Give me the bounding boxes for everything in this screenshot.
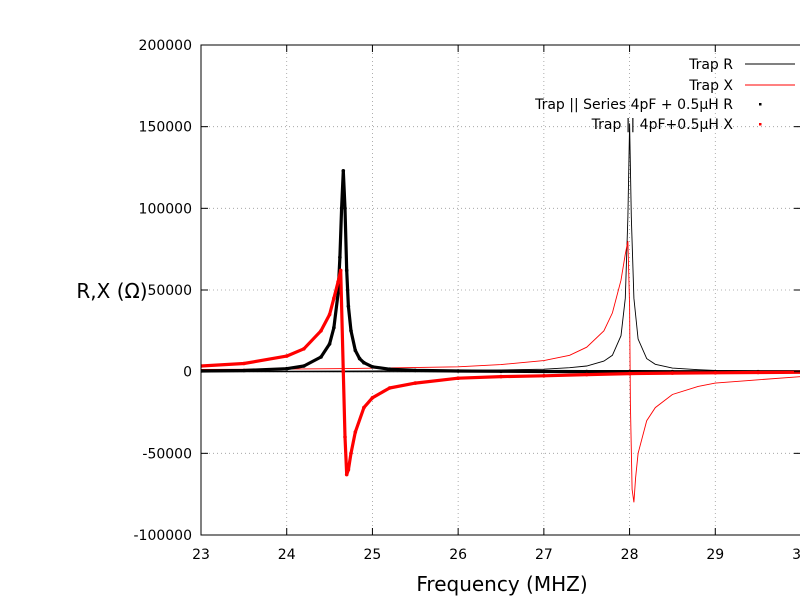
x-tick-label: 25: [364, 547, 382, 563]
data-point: [456, 369, 460, 373]
data-point: [319, 329, 323, 333]
data-point: [336, 291, 340, 296]
y-tick-label: 150000: [139, 120, 192, 136]
data-point: [413, 368, 418, 373]
data-point: [302, 364, 306, 368]
tick-layer: 23 24 25 26 27 28 29 30 -100000 -50000 0 50000 10000…: [134, 38, 800, 563]
data-point: [339, 206, 344, 211]
data-point: [362, 405, 366, 410]
data-point: [284, 366, 289, 371]
data-point: [343, 435, 347, 439]
y-tick-label: 200000: [139, 38, 192, 54]
data-point: [713, 371, 718, 375]
data-point: [670, 371, 675, 375]
data-point: [346, 304, 351, 309]
y-tick-label: -100000: [134, 528, 193, 544]
data-point: [362, 360, 366, 365]
series-trace-trap-series-4pf-0-5-h-r: [201, 169, 800, 374]
data-point: [344, 472, 349, 477]
x-tick-label: 23: [192, 547, 210, 563]
legend-label-trap-r: Trap R: [688, 57, 733, 73]
data-point: [343, 206, 347, 211]
data-point: [370, 396, 375, 400]
data-point: [387, 386, 392, 390]
series-trap-r: [201, 123, 800, 372]
data-point: [346, 467, 351, 472]
x-tick-label: 30: [792, 547, 800, 563]
data-point: [284, 354, 289, 358]
data-point: [242, 361, 246, 366]
legend-label-trap-x: Trap X: [688, 78, 733, 94]
data-point: [327, 342, 332, 346]
x-tick-label: 28: [621, 547, 639, 563]
data-point: [542, 374, 546, 378]
x-tick-label: 24: [278, 547, 296, 563]
x-tick-label: 26: [449, 547, 467, 563]
data-point: [341, 169, 346, 173]
legend-sample-trap-series-4pf-0-5-h-r: [759, 103, 762, 106]
y-axis-title: R,X (Ω): [76, 279, 147, 303]
data-point: [542, 369, 546, 374]
series-trap-4pf-0-5-h-x: [201, 268, 800, 477]
data-point: [341, 369, 346, 374]
data-point: [370, 365, 375, 369]
data-point: [413, 381, 418, 385]
data-point: [338, 268, 343, 273]
data-point: [344, 268, 349, 273]
legend-label-parallel-r: Trap || Series 4pF + 0.5μH R: [534, 97, 733, 113]
x-tick-label: 29: [706, 547, 724, 563]
data-point: [627, 371, 632, 376]
x-axis-title: Frequency (MHZ): [416, 572, 587, 596]
data-point: [242, 368, 246, 373]
series-trace-trap-4pf-0-5-h-x: [201, 268, 800, 477]
data-point: [499, 369, 503, 374]
data-point: [332, 325, 336, 330]
data-point: [319, 355, 323, 359]
data-point: [349, 451, 353, 456]
x-tick-label: 27: [535, 547, 553, 563]
data-point: [332, 296, 336, 301]
data-point: [336, 280, 340, 284]
data-point: [349, 329, 353, 333]
data-point: [387, 367, 392, 372]
data-point: [756, 370, 760, 375]
series-trap-series-4pf-0-5-h-r: [201, 169, 800, 374]
data-point: [499, 374, 503, 379]
data-point: [584, 369, 589, 374]
data-point: [456, 376, 460, 381]
y-tick-label: -50000: [142, 446, 192, 462]
legend-sample-trap-4pf-0-5-h-x: [759, 123, 762, 126]
data-point: [357, 356, 362, 361]
series-trap-x: [201, 240, 800, 503]
y-tick-label: 0: [183, 365, 192, 381]
data-point: [338, 255, 342, 260]
series-line-trap-r: [201, 123, 800, 372]
data-point: [327, 312, 332, 317]
data-point: [353, 430, 358, 434]
data-point: [353, 348, 358, 353]
y-tick-label: 50000: [147, 283, 192, 299]
y-tick-label: 100000: [139, 201, 192, 217]
series-line-trap-x: [201, 240, 800, 503]
series-layer: [201, 123, 800, 503]
data-point: [584, 372, 589, 377]
legend-label-parallel-x: Trap || 4pF+0.5μH X: [591, 117, 734, 133]
legend: Trap R Trap X Trap || Series 4pF + 0.5μH…: [534, 57, 795, 133]
data-point: [302, 347, 306, 351]
